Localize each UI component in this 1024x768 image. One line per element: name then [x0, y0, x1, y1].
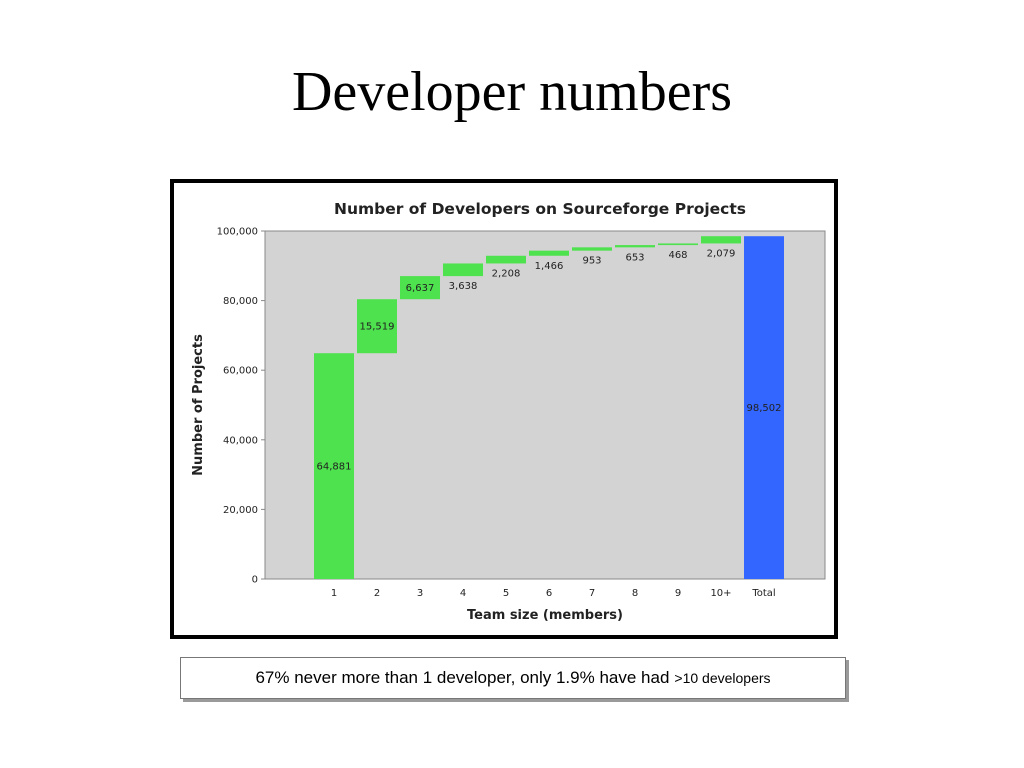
slide-title: Developer numbers — [291, 61, 733, 123]
x-tick-label: 3 — [417, 588, 423, 599]
chart-title: Number of Developers on Sourceforge Proj… — [334, 200, 746, 218]
x-tick-label: 4 — [460, 588, 466, 599]
bar-team-size-6 — [529, 250, 569, 256]
caption-box: 67% never more than 1 developer, only 1.… — [180, 657, 846, 699]
data-label: 2,079 — [707, 248, 736, 259]
y-tick-label: 100,000 — [217, 227, 258, 238]
bar-total — [744, 236, 784, 579]
y-axis-label: Number of Projects — [191, 334, 206, 476]
data-label: 3,638 — [449, 281, 478, 292]
x-tick-label: 8 — [632, 588, 638, 599]
chart-axes: 0 20,000 40,000 60,000 80,000 100,000 1 2 3 4 5 6 7 8… — [217, 227, 776, 600]
caption-text: 67% never more than 1 developer, only 1.… — [255, 668, 670, 687]
bar-team-size-5 — [486, 255, 526, 264]
x-tick-label: 9 — [675, 588, 681, 599]
caption-small-text: >10 developers — [674, 670, 771, 686]
x-tick-label: 6 — [546, 588, 552, 599]
bar-team-size-2 — [357, 299, 397, 354]
data-label: 468 — [668, 250, 687, 261]
bar-team-size-7 — [572, 247, 612, 251]
data-label: 953 — [582, 256, 601, 267]
x-tick-label: 7 — [589, 588, 595, 599]
chart-marks: 64,881 15,519 6,637 3,638 2,208 1,466 953 653 46… — [314, 236, 784, 579]
chart-frame: Number of Developers on Sourceforge Proj… — [170, 179, 838, 639]
y-tick-label: 0 — [252, 575, 258, 586]
y-tick-label: 40,000 — [223, 435, 258, 446]
y-tick-label: 60,000 — [223, 366, 258, 377]
plot-area — [264, 230, 826, 580]
bar-team-size-1 — [314, 353, 354, 579]
waterfall-chart: Number of Developers on Sourceforge Proj… — [191, 200, 826, 623]
data-label: 98,502 — [747, 403, 782, 414]
data-label: 653 — [625, 252, 644, 263]
data-label: 1,466 — [535, 261, 564, 272]
bar-team-size-4 — [443, 263, 483, 277]
x-tick-label: 1 — [331, 588, 337, 599]
bar-team-size-10 — [701, 236, 741, 244]
x-tick-label: Total — [751, 588, 775, 599]
x-tick-label: 2 — [374, 588, 380, 599]
data-label: 6,637 — [406, 283, 435, 294]
y-tick-label: 80,000 — [223, 296, 258, 307]
data-label: 64,881 — [317, 462, 352, 473]
x-axis-label: Team size (members) — [467, 608, 623, 623]
data-label: 2,208 — [492, 268, 521, 279]
x-tick-label: 5 — [503, 588, 509, 599]
x-tick-label: 10+ — [710, 588, 731, 599]
y-tick-label: 20,000 — [223, 505, 258, 516]
bar-team-size-8 — [615, 245, 655, 248]
bar-team-size-3 — [400, 276, 440, 300]
data-label: 15,519 — [360, 322, 395, 333]
bar-team-size-9 — [658, 243, 698, 246]
